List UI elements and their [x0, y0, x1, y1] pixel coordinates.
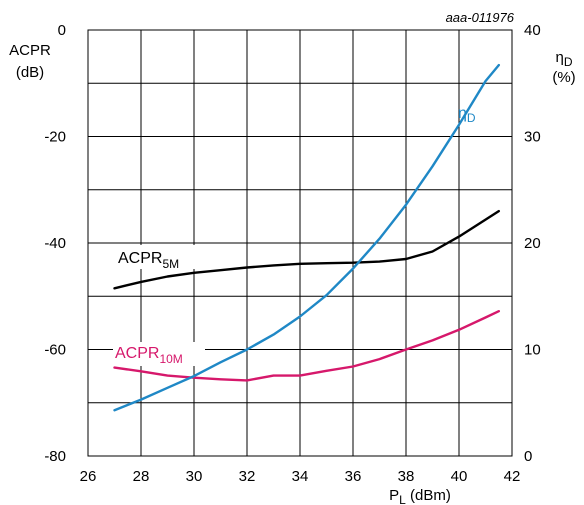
acpr10m-label-bg — [113, 342, 205, 366]
left-axis-title: ACPR — [9, 42, 51, 59]
grid — [88, 30, 512, 456]
series-line-acpr-5m — [113, 209, 500, 290]
figure-reference: aaa-011976 — [446, 10, 515, 25]
left-y-tick-label: -80 — [44, 448, 66, 465]
right-y-tick-label: 10 — [524, 342, 541, 359]
series-label-acpr-5m: ACPR5M — [118, 250, 179, 271]
acpr5m-label-bg — [116, 245, 200, 269]
right-y-tick-labels: 40 30 20 10 0 — [524, 22, 541, 465]
x-tick-label: 42 — [504, 468, 521, 485]
series-line-eta-d — [113, 63, 500, 412]
x-tick-label: 38 — [398, 468, 415, 485]
x-tick-label: 28 — [133, 468, 150, 485]
x-tick-label: 40 — [451, 468, 468, 485]
left-y-tick-label: -60 — [44, 342, 66, 359]
series-line-acpr-10m — [113, 310, 500, 382]
left-y-tick-label: -40 — [44, 235, 66, 252]
right-y-tick-label: 20 — [524, 235, 541, 252]
x-tick-label: 30 — [186, 468, 203, 485]
x-tick-label: 32 — [239, 468, 256, 485]
x-tick-labels: 26 28 30 32 34 36 38 40 42 — [80, 468, 521, 485]
series-label-eta-d: ηD — [458, 105, 476, 125]
x-axis-title: PL (dBm) — [389, 487, 451, 505]
x-tick-label: 34 — [292, 468, 309, 485]
plot-frame — [87, 29, 513, 457]
series-lines — [113, 63, 500, 412]
series-label-acpr-10m: ACPR10M — [115, 345, 183, 366]
right-axis-title: ηD — [555, 49, 572, 69]
right-y-tick-label: 40 — [524, 22, 541, 39]
x-tick-label: 36 — [345, 468, 362, 485]
right-axis-unit: (%) — [552, 69, 575, 86]
left-y-tick-label: 0 — [58, 22, 66, 39]
right-y-tick-label: 30 — [524, 129, 541, 146]
left-y-tick-labels: 0 -20 -40 -60 -80 — [44, 22, 66, 465]
x-tick-label: 26 — [80, 468, 97, 485]
left-y-tick-label: -20 — [44, 129, 66, 146]
right-y-tick-label: 0 — [524, 448, 532, 465]
left-axis-unit: (dB) — [16, 64, 44, 81]
